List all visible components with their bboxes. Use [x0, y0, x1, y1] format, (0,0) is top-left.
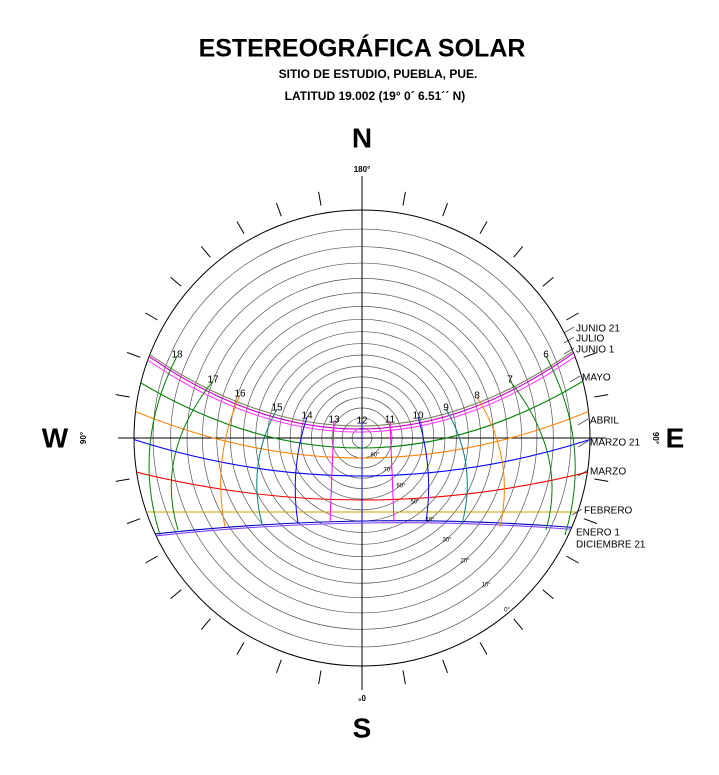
- month-curve: [134, 522, 590, 541]
- altitude-label: 40°: [425, 518, 435, 524]
- month-label: ENERO 1: [576, 528, 620, 539]
- altitude-label: 50°: [410, 500, 420, 506]
- altitude-label: 10°: [481, 583, 491, 589]
- hour-curve: [294, 416, 308, 524]
- azimuth-south: 0°: [358, 693, 366, 702]
- month-label: JUNIO 21: [576, 324, 620, 335]
- hour-curve: [545, 355, 576, 536]
- hour-label: 17: [207, 375, 219, 386]
- hour-curve: [476, 396, 505, 528]
- azimuth-tick: [542, 589, 554, 600]
- month-label: JULIO: [576, 334, 605, 345]
- title: ESTEREOGRÁFICA SOLAR: [199, 34, 526, 63]
- azimuth-tick: [126, 352, 141, 358]
- azimuth-tick: [145, 555, 158, 564]
- azimuth-tick: [479, 642, 488, 655]
- hour-curve: [329, 420, 335, 523]
- hour-curve: [389, 420, 395, 522]
- azimuth-tick: [402, 191, 406, 206]
- azimuth-east: 90°: [651, 432, 660, 444]
- azimuth-tick: [170, 589, 182, 600]
- azimuth-tick: [115, 394, 130, 398]
- latitude: LATITUD 19.002 (19° 0´ 6.51´´ N): [285, 89, 466, 103]
- month-label: FEBRERO: [584, 506, 633, 517]
- azimuth-tick: [236, 221, 245, 234]
- month-label: JUNIO 1: [576, 345, 615, 356]
- hour-label: 12: [356, 416, 368, 427]
- altitude-label: 60°: [396, 484, 406, 490]
- azimuth-tick: [583, 518, 598, 524]
- azimuth-tick: [200, 246, 211, 258]
- subtitle: SITIO DE ESTUDIO, PUEBLA, PUE.: [279, 67, 478, 81]
- azimuth-tick: [583, 352, 598, 358]
- altitude-label: 20°: [460, 559, 470, 565]
- azimuth-tick: [276, 659, 282, 674]
- azimuth-tick: [318, 191, 322, 206]
- azimuth-tick: [236, 642, 245, 655]
- hour-curve: [170, 380, 214, 531]
- month-label: ABRIL: [590, 416, 619, 427]
- month-leader: [563, 336, 575, 344]
- hour-label: 16: [234, 389, 246, 400]
- month-leader: [577, 418, 589, 426]
- azimuth-tick: [170, 276, 182, 287]
- azimuth-tick: [145, 312, 158, 321]
- azimuth-tick: [513, 618, 524, 630]
- hour-label: 14: [301, 411, 313, 422]
- cardinal-north: N: [352, 122, 372, 153]
- altitude-label: 80°: [370, 453, 380, 459]
- azimuth-north: 180°: [354, 165, 371, 174]
- azimuth-tick: [594, 394, 609, 398]
- hour-label: 9: [443, 403, 449, 414]
- month-label: MAYO: [582, 373, 611, 384]
- month-label: DICIEMBRE 21: [576, 540, 646, 551]
- month-label: MARZO: [590, 467, 626, 478]
- curves: [134, 327, 590, 541]
- hour-label: 15: [271, 403, 283, 414]
- azimuth-tick: [479, 221, 488, 234]
- azimuth-tick: [442, 659, 448, 674]
- cardinal-south: S: [353, 712, 372, 743]
- month-leader: [569, 375, 581, 383]
- hour-curve: [256, 408, 278, 525]
- cardinal-west: W: [42, 422, 69, 453]
- azimuth-tick: [402, 670, 406, 685]
- hour-label: 6: [543, 350, 549, 361]
- month-leader: [563, 326, 575, 334]
- hour-curve: [417, 416, 430, 522]
- azimuth-tick: [115, 478, 130, 482]
- azimuth-tick: [276, 202, 282, 217]
- hour-label: 7: [507, 375, 513, 386]
- azimuth-tick: [200, 618, 211, 630]
- hour-curve: [509, 380, 553, 531]
- azimuth-tick: [542, 276, 554, 287]
- azimuth-west: 90°: [79, 432, 88, 444]
- azimuth-tick: [566, 312, 579, 321]
- month-leader: [577, 469, 589, 477]
- azimuth-tick: [318, 670, 322, 685]
- azimuth-tick: [594, 478, 609, 482]
- hour-label: 8: [474, 391, 480, 402]
- hour-label: 10: [412, 411, 424, 422]
- month-leader: [577, 440, 589, 448]
- altitude-label: 70°: [383, 468, 393, 474]
- azimuth-tick: [566, 555, 579, 564]
- altitude-label: 30°: [442, 538, 452, 544]
- month-leader: [563, 347, 575, 355]
- azimuth-tick: [442, 202, 448, 217]
- hour-label: 11: [385, 415, 396, 426]
- azimuth-tick: [126, 518, 141, 524]
- hour-label: 13: [328, 415, 340, 426]
- month-leader: [571, 508, 583, 516]
- month-label: MARZO 21: [590, 438, 640, 449]
- altitude-label: 0°: [504, 608, 510, 614]
- cardinal-east: E: [666, 422, 685, 453]
- azimuth-tick: [513, 246, 524, 258]
- hour-curve: [220, 394, 241, 528]
- hour-label: 18: [171, 350, 183, 361]
- hour-curve: [148, 355, 178, 536]
- hour-curve: [445, 408, 468, 525]
